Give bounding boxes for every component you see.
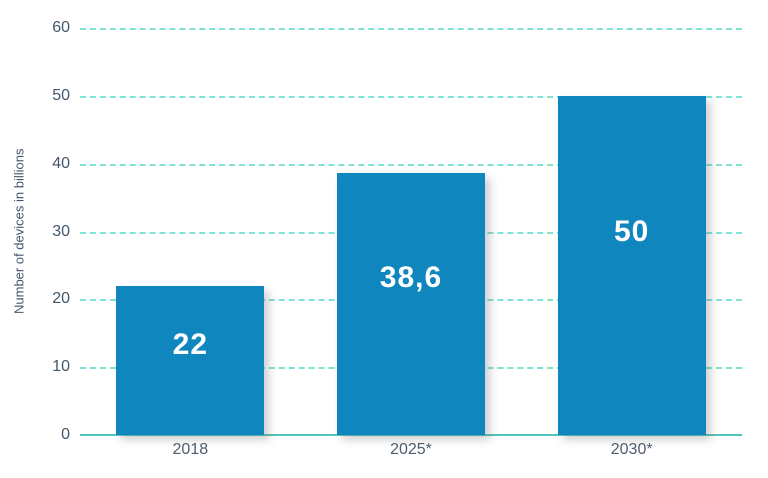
x-axis-labels: 2018 2025* 2030*	[80, 441, 742, 465]
bar-2025: 38,6	[337, 173, 485, 435]
x-axis-line	[80, 434, 742, 436]
x-tick-label-2025: 2025*	[390, 441, 432, 458]
y-tick-label-0: 0	[61, 426, 70, 443]
y-tick-label-50: 50	[52, 86, 70, 104]
bar-value-label: 38,6	[379, 260, 443, 294]
bar-2018: 22	[116, 285, 265, 435]
bar-value-label: 50	[613, 214, 650, 248]
y-tick-label-20: 20	[52, 290, 70, 308]
y-tick-label-60: 60	[52, 19, 70, 36]
bar-value-label: 22	[172, 328, 209, 362]
x-tick-label-2030: 2030*	[610, 441, 653, 458]
y-tick-label-10: 10	[52, 358, 70, 376]
y-tick-label-40: 40	[52, 154, 70, 172]
y-tick-label-30: 30	[52, 222, 70, 240]
bar-2030: 50	[557, 95, 706, 435]
gridline-60	[80, 28, 742, 30]
gridline-40	[80, 163, 742, 166]
plot-area: 22 38,6 50	[80, 28, 742, 436]
x-tick-label-2018: 2018	[172, 441, 209, 458]
gridline-50	[80, 95, 742, 98]
y-axis-ticks: 0 10 20 30 40 50 60	[0, 19, 70, 443]
